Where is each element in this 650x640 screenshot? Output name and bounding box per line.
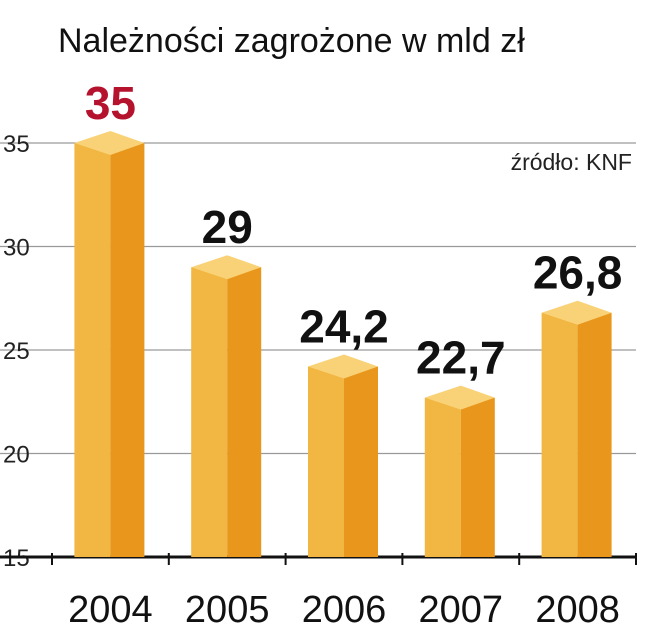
- bar-front-face: [424, 397, 461, 557]
- chart-source: źródło: KNF: [511, 149, 632, 175]
- x-tick-label: 2004: [68, 589, 153, 631]
- x-tick-label: 2007: [419, 589, 504, 631]
- x-tick-label: 2008: [535, 589, 620, 631]
- bar-2006: [308, 354, 378, 557]
- labels-layer: 35 2004 29 2005 24,2 2006 22,7 2007 26,8 2008: [68, 77, 622, 631]
- bar-front-face: [541, 312, 578, 557]
- bar-top-face: [191, 255, 262, 280]
- x-tick-label: 2005: [185, 589, 270, 631]
- x-tick-label: 2006: [302, 589, 387, 631]
- bar-2008: [541, 300, 612, 557]
- bar-front-face: [74, 143, 111, 557]
- value-label: 24,2: [299, 301, 389, 353]
- bar-front-face: [191, 267, 228, 557]
- bar-2007: [424, 385, 495, 557]
- y-tick-label: 30: [3, 235, 30, 262]
- y-tick-label: 20: [3, 442, 30, 469]
- chart-title: Należności zagrożone w mld zł: [58, 22, 525, 60]
- value-label: 35: [85, 77, 136, 129]
- bar-2005: [191, 255, 262, 557]
- bar-side-face: [110, 143, 145, 557]
- bar-top-face: [74, 131, 145, 155]
- value-label: 26,8: [533, 247, 623, 299]
- bar-side-face: [577, 312, 612, 557]
- bar-side-face: [460, 397, 495, 557]
- y-tick-label: 35: [3, 131, 30, 158]
- bar-2004: [74, 131, 145, 557]
- y-tick-label: 25: [3, 338, 30, 365]
- bar-side-face: [344, 366, 378, 557]
- bar-front-face: [308, 366, 344, 557]
- bar-side-face: [227, 267, 262, 557]
- value-label: 22,7: [416, 332, 506, 384]
- bars-layer: [74, 131, 612, 557]
- bar-top-face: [424, 385, 495, 410]
- bar-top-face: [541, 300, 612, 325]
- bar-top-face: [308, 354, 378, 379]
- value-label: 29: [202, 201, 253, 253]
